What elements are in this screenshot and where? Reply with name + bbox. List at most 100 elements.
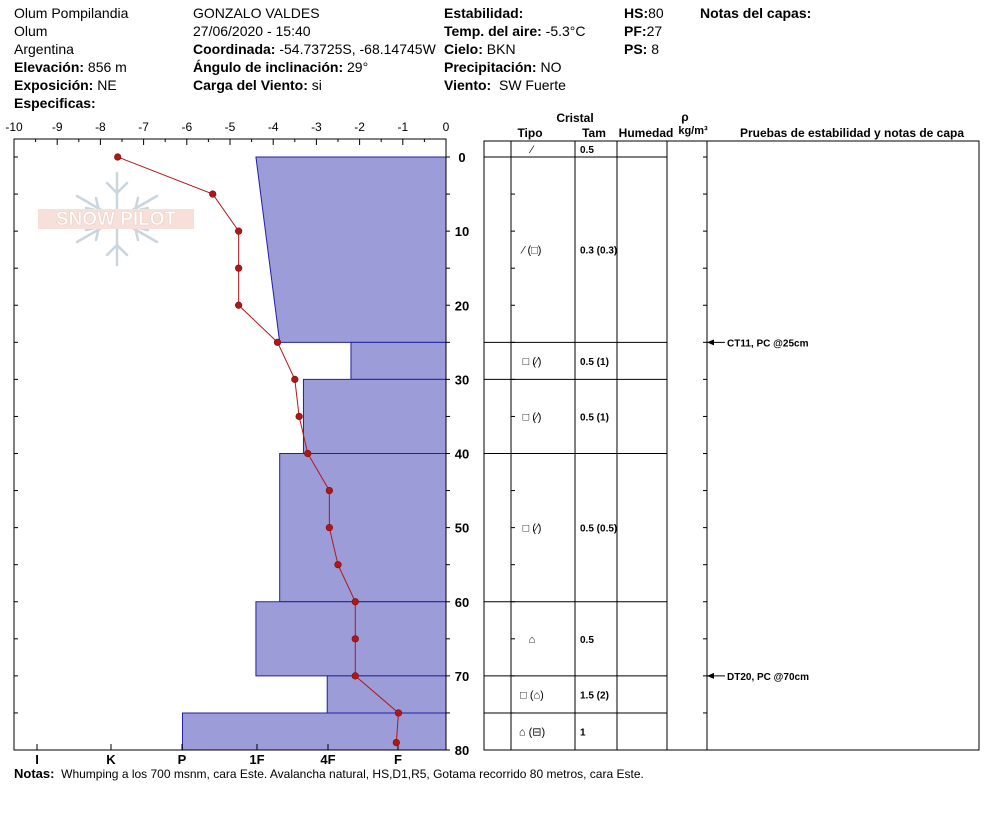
temp-tick-label: -6 — [181, 120, 192, 134]
hs-label: HS: — [624, 5, 649, 21]
wind-label: Viento: — [444, 77, 492, 93]
table-frame — [483, 140, 980, 751]
header-density-unit: kg/m³ — [678, 125, 708, 137]
layer-crystal-size: 0.5 — [580, 145, 594, 156]
slope-label: Ángulo de inclinación: — [193, 59, 344, 75]
temperature-point — [114, 153, 122, 161]
temperature-point — [351, 598, 359, 606]
depth-tick-label: 80 — [455, 743, 469, 758]
elevation-label: Elevación: — [14, 59, 85, 75]
wind-load-value: si — [311, 77, 322, 93]
watermark-band — [38, 209, 194, 229]
hardness-tick-label: K — [106, 752, 116, 767]
precipitation: Precipitación: NO — [444, 58, 561, 76]
ps: PS: 8 — [624, 40, 659, 58]
temperature-point — [291, 375, 299, 383]
layer-table: Cristal Tipo Tam Humedad ρ kg/m³ Pruebas… — [483, 110, 980, 751]
depth-tick-label: 30 — [455, 372, 469, 387]
header-rho: ρ — [681, 110, 688, 124]
temperature-point — [394, 709, 403, 717]
sky-label: Cielo: — [444, 41, 483, 57]
temperature-point — [392, 738, 400, 747]
test-label: DT20, PC @70cm — [727, 672, 809, 683]
coord-label: Coordinada: — [193, 41, 276, 57]
precip-value: NO — [540, 59, 562, 75]
specifics-label: Especificas: — [14, 95, 96, 111]
ps-label: PS: — [624, 41, 648, 57]
notes-text: Whumping a los 700 msnm, cara Este. Aval… — [61, 767, 644, 781]
layer-crystal-type: □ (⁄) — [523, 523, 542, 535]
depth-axis: 0 10 20 30 40 50 60 70 80 — [14, 139, 469, 758]
temperature-profile — [114, 153, 403, 747]
sky: Cielo: BKN — [444, 40, 516, 58]
temperature-point — [351, 672, 359, 680]
hardness-tick-label: 4F — [320, 752, 335, 767]
coordinates: Coordinada: -54.73725S, -68.14745W — [193, 40, 436, 58]
wind: Viento: SW Fuerte — [444, 76, 566, 94]
layer-crystal-size: 1.5 (2) — [580, 690, 609, 701]
temp-tick-label: -3 — [311, 120, 322, 134]
hardness-tick-label: 1F — [249, 752, 264, 767]
air-temp: Temp. del aire: -5.3°C — [444, 22, 586, 40]
hardness-layer-0 — [255, 156, 447, 343]
layer-crystal-type: ⌂ (⊟) — [519, 726, 545, 738]
hardness-layer-5 — [326, 675, 447, 714]
stability-label: Estabilidad: — [444, 5, 524, 21]
layer-crystal-type: ⁄ — [528, 144, 535, 156]
wind-load-label: Carga del Viento: — [193, 77, 308, 93]
temperature-point — [334, 561, 342, 569]
ps-value: 8 — [651, 41, 660, 57]
slope-angle: Ángulo de inclinación: 29° — [193, 58, 368, 76]
precip-label: Precipitación: — [444, 59, 537, 75]
temp-tick-label: -5 — [225, 120, 236, 134]
depth-tick-label: 0 — [458, 150, 465, 165]
temp-tick-label: 0 — [443, 120, 450, 134]
header-tests: Pruebas de estabilidad y notas de capa — [740, 126, 964, 140]
test-arrow-head — [707, 672, 714, 679]
layer-notes: Notas del capas: — [700, 4, 811, 22]
depth-tick-label: 40 — [455, 447, 469, 462]
pf-label: PF: — [624, 23, 647, 39]
temp-tick-label: -7 — [138, 120, 149, 134]
pf-value: 27 — [646, 23, 663, 39]
notes: Notas: Whumping a los 700 msnm, cara Est… — [14, 766, 644, 781]
layer-crystal-type: ⁄ (□) — [520, 245, 542, 257]
temperature-point — [235, 264, 243, 272]
hs-value: 80 — [648, 5, 664, 21]
layer-crystal-size: 0.5 (0.5) — [580, 524, 617, 535]
layer-crystal-type: □ (⌂) — [520, 689, 544, 701]
wind-load: Carga del Viento: si — [193, 76, 322, 94]
specifics: Especificas: — [14, 94, 96, 112]
temperature-point — [273, 338, 282, 346]
air-temp-value: -5.3°C — [545, 23, 586, 39]
layer-crystal-type: ⌂ — [529, 634, 536, 646]
exposure: Exposición: NE — [14, 76, 117, 94]
hardness-tick-label: F — [394, 752, 402, 767]
observer: GONZALO VALDES — [193, 5, 320, 21]
hardness-profile — [181, 156, 447, 751]
station-name: Olum Pompilandia — [14, 5, 129, 21]
temperature-point — [295, 412, 303, 421]
temp-tick-label: -2 — [354, 120, 365, 134]
exposure-value: NE — [97, 77, 117, 93]
station-region: Olum — [14, 23, 48, 39]
layer-crystal-size: 0.5 — [580, 635, 594, 646]
sky-value: BKN — [486, 41, 516, 57]
temperature-axis: -10 -9 -8 -7 -6 -5 -4 -3 -2 -1 0 — [5, 120, 450, 145]
hardness-layer-6 — [181, 712, 447, 751]
depth-tick-label: 20 — [455, 298, 469, 313]
temperature-point — [325, 486, 333, 495]
temperature-point — [209, 190, 217, 198]
header-humedad: Humedad — [619, 126, 674, 140]
table-rows: ⁄ 0.5 ⁄ (□) 0.3 (0.3) □ (⁄) 0.5 (1) □ (⁄) 0.5 (… — [484, 144, 707, 751]
stability-tests: CT11, PC @25cm DT20, PC @70cm — [707, 338, 809, 683]
hardness-layer-2 — [302, 378, 447, 454]
hardness-tick-label: I — [35, 752, 39, 767]
layer-crystal-size: 0.3 (0.3) — [580, 246, 617, 257]
layer-crystal-size: 0.5 (1) — [580, 412, 609, 423]
stability: Estabilidad: — [444, 4, 523, 22]
depth-tick-label: 10 — [455, 224, 469, 239]
notes-label: Notas: — [14, 766, 55, 781]
hardness-layer-1 — [350, 341, 447, 380]
